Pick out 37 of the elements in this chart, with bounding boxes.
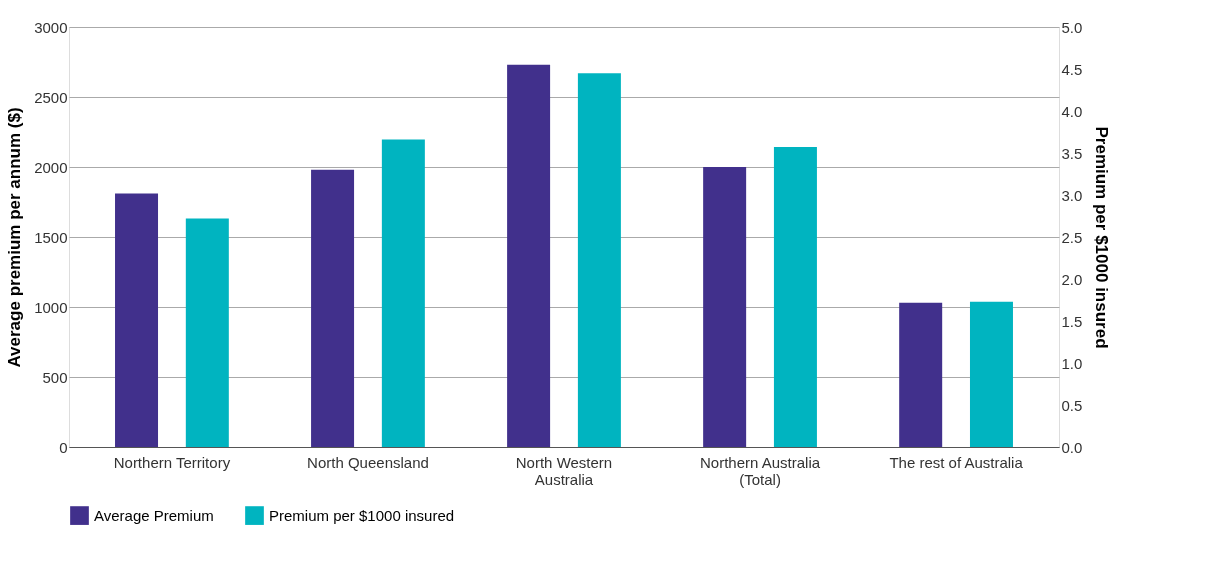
y2-tick-label: 3.5 [1061,144,1083,162]
y-tick-label: 2000 [34,158,68,176]
bar [773,147,817,447]
y2-tick-label: 2.5 [1061,228,1083,246]
y-tick-label: 500 [42,368,68,386]
y2-tick-label: 2.0 [1061,270,1083,288]
bar [703,167,747,447]
x-tick-label: Northern Territory [113,453,231,471]
y2-tick-label: 4.5 [1061,60,1083,78]
bar [969,301,1013,447]
y2-axis-title: Premium per $1000 insured [1092,126,1112,349]
y-tick-label: 3000 [34,18,68,36]
bar [381,139,425,447]
y2-tick-label: 1.5 [1061,312,1083,330]
x-tick-label: North Western Australia [515,453,613,488]
legend-label: Average Premium [94,506,214,524]
y-tick-label: 2500 [34,88,68,106]
bar [577,73,621,447]
y-tick-label: 0 [59,438,68,456]
y2-tick-label: 0.5 [1061,396,1083,414]
x-tick-label: North Queensland [307,453,429,471]
bar [311,169,355,447]
bar [899,302,943,447]
x-tick-label: Northern Australia (Total) [700,453,821,488]
bar [115,193,159,447]
y2-tick-label: 5.0 [1061,18,1083,36]
y-axis-title: Average premium per annum ($) [5,107,25,368]
legend-label: Premium per $1000 insured [269,506,455,524]
y2-tick-label: 1.0 [1061,354,1083,372]
y-tick-label: 1000 [34,298,68,316]
bar [507,64,551,447]
bar [185,218,229,447]
x-tick-label: The rest of Australia [889,453,1024,471]
y2-tick-label: 4.0 [1061,102,1083,120]
y2-tick-label: 0.0 [1061,438,1083,456]
y2-tick-label: 3.0 [1061,186,1083,204]
y-tick-label: 1500 [34,228,68,246]
